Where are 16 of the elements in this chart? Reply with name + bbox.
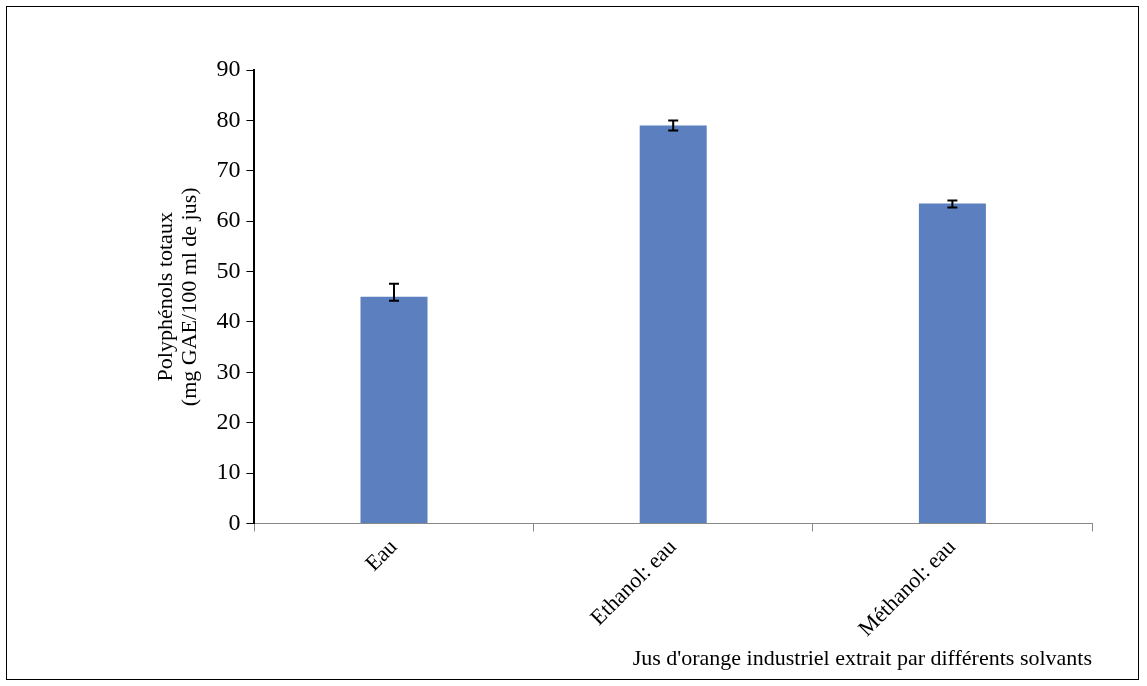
y-tick-label: 10	[216, 458, 241, 485]
y-tick-label: 40	[216, 307, 241, 334]
x-axis-title: Jus d'orange industriel extrait par différents solvants	[632, 644, 1092, 670]
y-tick-label: 20	[216, 408, 241, 435]
y-tick-label: 60	[216, 206, 241, 233]
y-tick-label: 0	[228, 508, 241, 535]
y-tick-label: 30	[216, 357, 241, 384]
y-tick-label: 80	[216, 105, 241, 132]
y-tick-label: 50	[216, 256, 241, 283]
y-tick-label: 90	[216, 55, 241, 82]
bar	[918, 203, 986, 524]
x-tick-label: Eau	[359, 533, 402, 576]
y-tick-label: 70	[216, 156, 241, 183]
bar	[360, 296, 428, 524]
bar	[639, 125, 707, 524]
y-axis-title: Polyphénols totaux (mg GAE/100 ml de jus)	[151, 187, 202, 407]
